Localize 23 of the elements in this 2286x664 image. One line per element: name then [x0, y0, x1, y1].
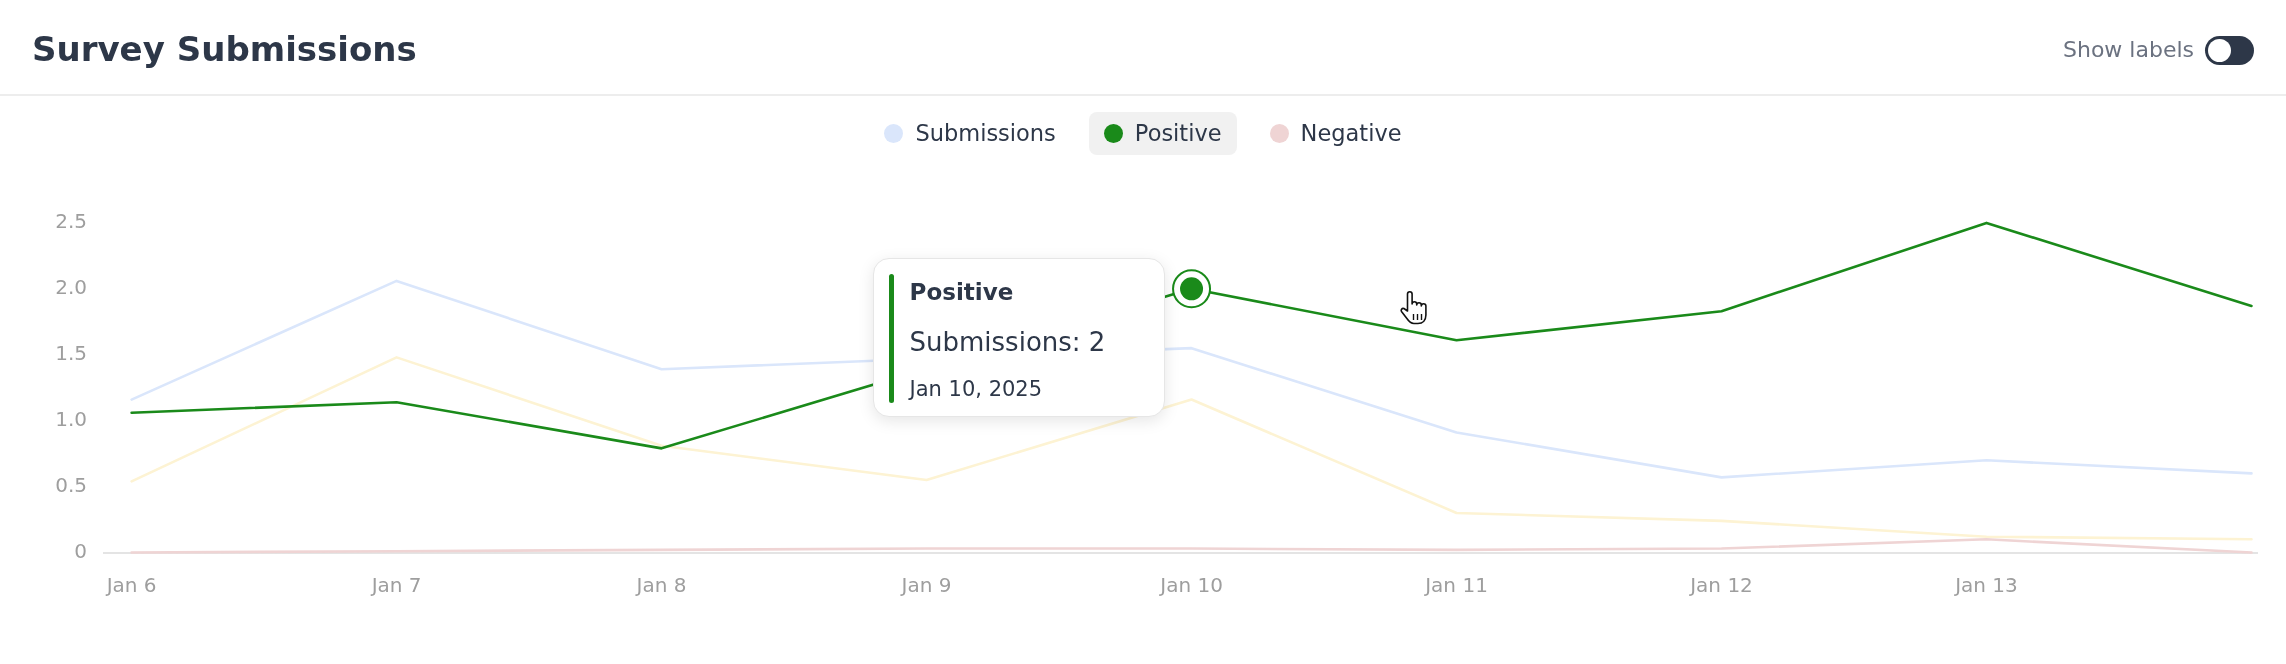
tooltip-card: Positive Submissions: 2 Jan 10, 2025 [872, 257, 1165, 417]
x-tick-label: Jan 12 [1688, 572, 1753, 597]
annotation: Positive [909, 277, 1015, 307]
y-tick-label: 1.0 [55, 406, 87, 431]
y-tick-label: 2.0 [55, 275, 87, 300]
y-tick-label: 0 [74, 538, 87, 563]
annotation: Submissions: 2 [909, 325, 1107, 359]
y-tick-label: 2.5 [55, 209, 87, 234]
y-tick-label: 1.5 [55, 340, 87, 365]
chart-title: Survey Submissions [32, 29, 417, 69]
x-tick-label: Jan 8 [634, 572, 687, 597]
legend-label: Submissions [915, 120, 1056, 146]
x-tick-label: Jan 7 [369, 572, 422, 597]
x-tick-label: Jan 6 [104, 572, 157, 597]
x-tick-label: Jan 11 [1423, 572, 1488, 597]
annotation: Jan 10, 2025 [909, 375, 1044, 403]
x-tick-label: Jan 9 [899, 572, 952, 597]
legend-label: Negative [1300, 120, 1402, 146]
x-tick-label: Jan 10 [1158, 572, 1223, 597]
legend-label: Positive [1134, 120, 1222, 146]
y-tick-label: 0.5 [55, 472, 87, 497]
x-tick-label: Jan 13 [1953, 572, 2018, 597]
text: Show labels [2062, 37, 2194, 63]
